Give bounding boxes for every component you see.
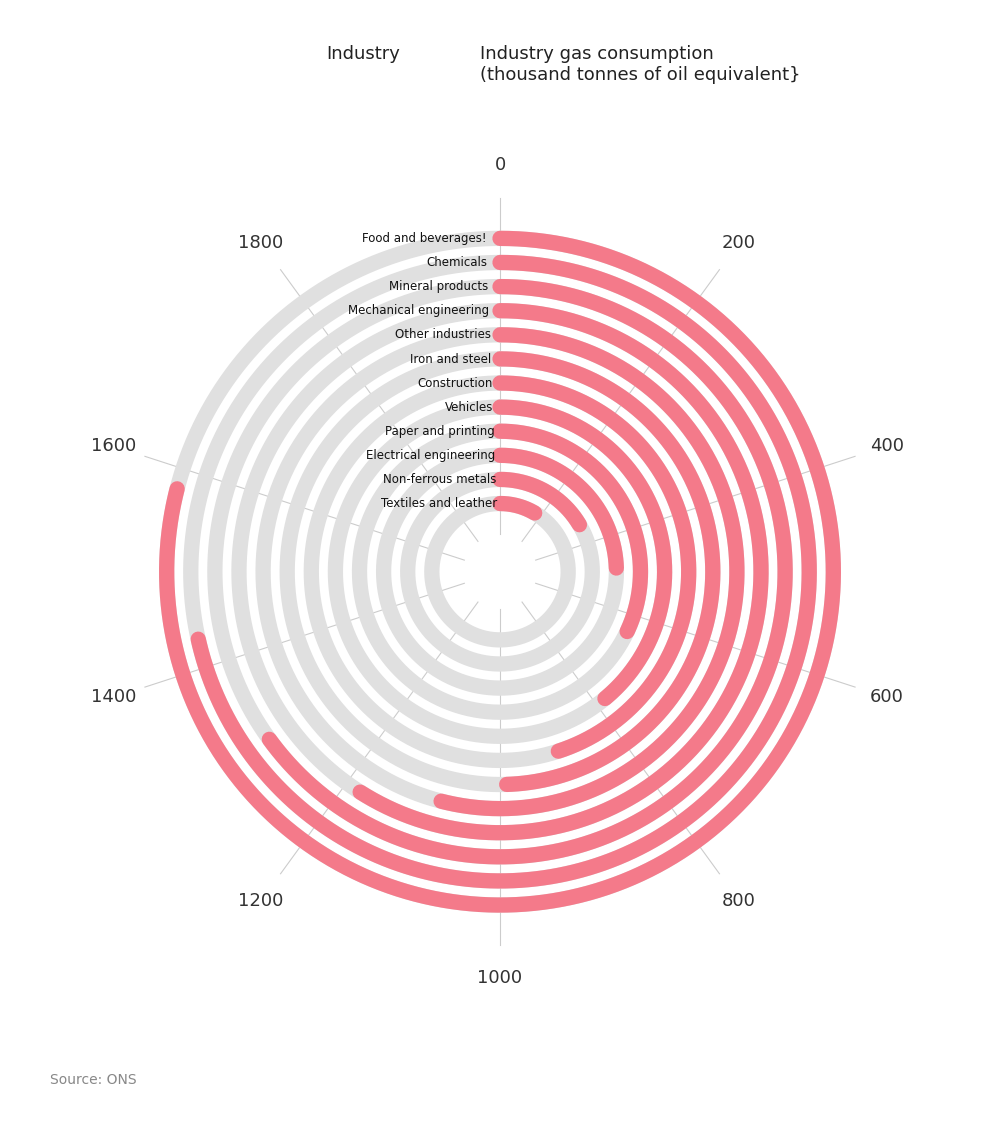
Text: Vehicles: Vehicles	[445, 400, 493, 414]
Text: 1800: 1800	[238, 233, 284, 252]
Text: Industry: Industry	[326, 45, 400, 63]
Text: 200: 200	[722, 233, 756, 252]
Text: 400: 400	[870, 437, 904, 455]
Text: Chemicals: Chemicals	[427, 257, 488, 269]
Text: 800: 800	[722, 891, 756, 910]
Text: Source: ONS: Source: ONS	[50, 1074, 137, 1087]
Text: Electrical engineering: Electrical engineering	[366, 448, 495, 462]
Text: 1400: 1400	[91, 688, 136, 706]
Text: 1000: 1000	[477, 970, 523, 988]
Text: Non-ferrous metals: Non-ferrous metals	[383, 473, 496, 487]
Text: 0: 0	[494, 156, 506, 174]
Text: Other industries: Other industries	[395, 328, 491, 342]
Text: Iron and steel: Iron and steel	[410, 353, 491, 365]
Text: Industry gas consumption
(thousand tonnes of oil equivalent}: Industry gas consumption (thousand tonne…	[480, 45, 800, 84]
Text: Textiles and leather: Textiles and leather	[381, 497, 497, 510]
Text: Paper and printing: Paper and printing	[385, 425, 494, 438]
Text: Food and beverages!: Food and beverages!	[362, 232, 487, 245]
Text: 600: 600	[870, 688, 904, 706]
Text: Mineral products: Mineral products	[389, 280, 489, 294]
Text: Construction: Construction	[417, 377, 492, 390]
Text: 1600: 1600	[91, 437, 136, 455]
Text: 1200: 1200	[238, 891, 284, 910]
Text: Mechanical engineering: Mechanical engineering	[348, 305, 490, 317]
